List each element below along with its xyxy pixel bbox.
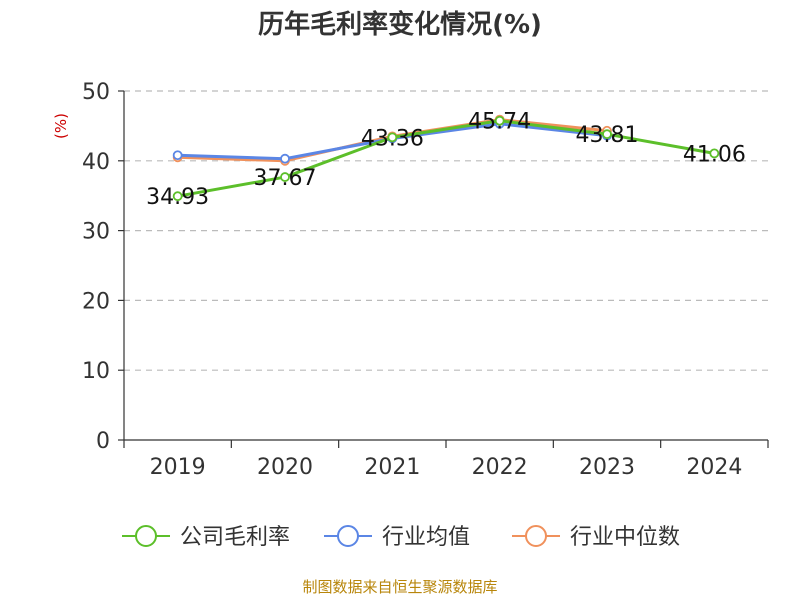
y-tick-label: 10 [82, 359, 110, 384]
x-tick-label: 2023 [579, 455, 635, 480]
x-tick-label: 2019 [150, 455, 206, 480]
legend: 公司毛利率 行业均值 行业中位数 [122, 525, 680, 550]
data-label: 41.06 [683, 142, 746, 167]
x-tick-label: 2020 [257, 455, 313, 480]
legend-label: 行业中位数 [570, 525, 680, 550]
data-point [709, 148, 720, 159]
y-axis-unit: (%) [52, 113, 70, 139]
data-point [602, 129, 612, 140]
x-tick-label: 2021 [364, 455, 420, 480]
data-label: 37.67 [254, 166, 317, 191]
grid-lines [124, 90, 768, 371]
data-label: 43.36 [361, 126, 424, 151]
y-tick-label: 40 [82, 150, 110, 175]
data-point [172, 150, 183, 161]
legend-label: 公司毛利率 [180, 525, 290, 550]
y-tick-label: 20 [82, 289, 110, 314]
x-tick-label: 2022 [472, 455, 528, 480]
legend-marker [337, 525, 359, 547]
data-point [172, 191, 183, 202]
data-point [280, 172, 290, 182]
data-labels: 34.93 37.67 43.36 45.74 43.81 41.06 [146, 110, 746, 210]
data-label: 34.93 [146, 185, 209, 210]
legend-marker [525, 525, 547, 547]
y-tick-label: 30 [82, 220, 110, 245]
data-label: 45.74 [468, 110, 531, 135]
data-point [387, 132, 398, 143]
legend-marker [135, 525, 157, 547]
series-lines [172, 114, 720, 202]
y-tick-label: 0 [96, 429, 110, 454]
series-line-0 [177, 119, 715, 198]
source-note: 制图数据来自恒生聚源数据库 [302, 578, 497, 596]
legend-label: 行业均值 [382, 525, 470, 550]
x-tick-label: 2024 [686, 455, 742, 480]
data-point [494, 115, 505, 126]
chart-title: 历年毛利率变化情况(%) [258, 9, 542, 40]
data-point [280, 153, 290, 164]
axes: 0 10 20 30 40 50 2019 2020 2021 2022 2023 2024 [82, 80, 769, 480]
y-tick-label: 50 [82, 80, 110, 105]
data-label: 43.81 [576, 123, 639, 148]
